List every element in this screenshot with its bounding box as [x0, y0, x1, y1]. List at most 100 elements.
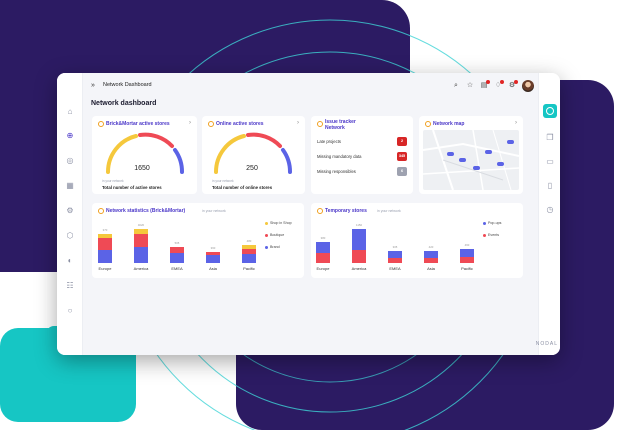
copy-icon[interactable]: ❐	[546, 133, 554, 142]
chat-icon[interactable]: ▭	[546, 157, 554, 166]
x-axis-label: Asia	[209, 266, 217, 271]
legend-swatch	[265, 221, 268, 225]
users-icon[interactable]: ☷	[66, 281, 74, 290]
issue-row[interactable]: Late projects 2	[317, 136, 407, 148]
card-online-stores[interactable]: Online active stores › 250 in your netwo…	[202, 116, 305, 194]
bar-segment[interactable]	[460, 256, 474, 263]
bar-segment[interactable]	[388, 257, 402, 263]
card-title: Network map	[433, 121, 465, 127]
bar-segment[interactable]	[460, 249, 474, 257]
legend-item[interactable]: Pop-ups	[483, 217, 501, 229]
bar-segment[interactable]	[388, 251, 402, 258]
bar-segment[interactable]	[242, 249, 256, 255]
gauge-online	[213, 132, 293, 174]
card-title: Temporary stores	[325, 208, 367, 214]
bar-segment[interactable]	[134, 246, 148, 263]
bell-icon[interactable]: ♢	[494, 80, 504, 90]
gauge-total-label: Total number of online stores	[212, 185, 273, 190]
issue-count-badge: 345	[397, 152, 407, 161]
brand-logo: NODAL	[535, 341, 558, 347]
x-axis-label: Europe	[98, 266, 112, 271]
card-network-map[interactable]: Network map ›	[419, 116, 523, 194]
bar-segment[interactable]	[98, 234, 112, 238]
x-axis-label: America	[351, 266, 367, 271]
network-map[interactable]	[423, 130, 519, 190]
star-icon[interactable]: ☆	[466, 82, 474, 89]
card-temporary-stores[interactable]: Temporary stores in your network 380 Euro…	[311, 203, 523, 278]
legend-swatch	[265, 245, 268, 249]
settings-icon[interactable]: ⚙	[66, 206, 74, 215]
issue-row[interactable]: Missing mandatory data 345	[317, 151, 407, 163]
left-nav-rail: ⌂ ⊕ ◎ ▦ ⚙ ⬡ ◐ ☷ ○	[57, 73, 83, 355]
bar-segment[interactable]	[206, 255, 220, 263]
bar-segment[interactable]	[170, 252, 184, 263]
bar-segment[interactable]	[170, 246, 184, 253]
bar-segment[interactable]	[134, 229, 148, 235]
clock-icon[interactable]: ◷	[546, 205, 554, 214]
legend-swatch	[483, 233, 486, 237]
grid-icon[interactable]: ▦	[66, 181, 74, 190]
bar-segment[interactable]	[242, 245, 256, 250]
chevron-right-icon[interactable]: ›	[189, 120, 191, 126]
card-title: Online active stores	[216, 121, 264, 127]
legend-item[interactable]: Boutique	[265, 229, 292, 241]
globe-icon[interactable]: ⊕	[66, 131, 74, 140]
assistant-icon[interactable]	[543, 104, 557, 118]
legend-item[interactable]: Brand	[265, 241, 292, 253]
legend-item[interactable]: Events	[483, 229, 501, 241]
card-issue-tracker[interactable]: Issue tracker Network Late projects 2 Miss…	[311, 116, 413, 194]
bar-value-label: 480	[246, 239, 252, 244]
user-icon[interactable]: ○	[67, 306, 73, 315]
location-icon[interactable]: ◎	[66, 156, 74, 165]
card-subtitle: Network	[325, 125, 345, 131]
x-axis-label: Pacific	[461, 266, 473, 271]
bar-segment[interactable]	[316, 253, 330, 263]
bar-segment[interactable]	[206, 251, 220, 256]
search-icon[interactable]: ⌕	[454, 82, 458, 89]
document-icon[interactable]: ▯	[547, 181, 553, 190]
gear-icon[interactable]: ⚙	[508, 80, 518, 90]
bar-segment[interactable]	[98, 237, 112, 251]
legend-item[interactable]: Shop in Shop	[265, 217, 292, 229]
issue-label: Missing responsibles	[317, 169, 356, 174]
issue-row[interactable]: Missing responsibles 6	[317, 166, 407, 178]
chevron-right-icon[interactable]: »	[91, 82, 95, 89]
avatar[interactable]	[522, 80, 534, 92]
legend-label: Shop in Shop	[270, 221, 292, 225]
bar-segment[interactable]	[316, 241, 330, 254]
x-axis-label: Europe	[316, 266, 330, 271]
card-network-statistics[interactable]: Network statistics (Brick&Mortar) in you…	[92, 203, 304, 278]
chart-icon	[98, 208, 104, 214]
bar-segment[interactable]	[424, 251, 438, 258]
x-axis-label: EMEA	[171, 266, 183, 271]
card-brick-mortar[interactable]: Brick&Mortar active stores › 1650 in you…	[92, 116, 197, 194]
gauge-value: 250	[246, 165, 258, 172]
card-title: Brick&Mortar active stores	[106, 121, 170, 127]
bar-segment[interactable]	[352, 250, 366, 263]
x-axis-label: Pacific	[243, 266, 255, 271]
bar-segment[interactable]	[424, 257, 438, 263]
chevron-right-icon[interactable]: ›	[515, 120, 517, 126]
gauge-caption: in your network	[212, 179, 234, 183]
warning-icon	[317, 121, 323, 127]
home-icon[interactable]: ⌂	[67, 107, 73, 116]
issue-label: Missing mandatory data	[317, 154, 362, 159]
map-roads	[423, 130, 519, 190]
issue-count-badge: 2	[397, 137, 407, 146]
bar-value-label: 305	[392, 245, 398, 250]
bar-segment[interactable]	[134, 234, 148, 247]
bar-segment[interactable]	[242, 254, 256, 263]
legend-label: Boutique	[270, 233, 285, 237]
bar-segment[interactable]	[98, 250, 112, 263]
top-icons: ⌕ ☆ ▤ ♢ ⚙	[452, 80, 534, 92]
shield-icon[interactable]: ⬡	[66, 231, 74, 240]
map-icon	[425, 121, 431, 127]
bar-value-label: 1150	[355, 223, 362, 227]
bar-segment[interactable]	[352, 229, 366, 251]
palette-icon[interactable]: ◐	[67, 256, 73, 265]
gauge-caption: in your network	[102, 179, 124, 183]
chevron-right-icon[interactable]: ›	[297, 120, 299, 126]
bar-value-label: 380	[320, 235, 326, 240]
legend-label: Events	[488, 233, 499, 237]
calendar-icon[interactable]: ▤	[480, 80, 490, 90]
